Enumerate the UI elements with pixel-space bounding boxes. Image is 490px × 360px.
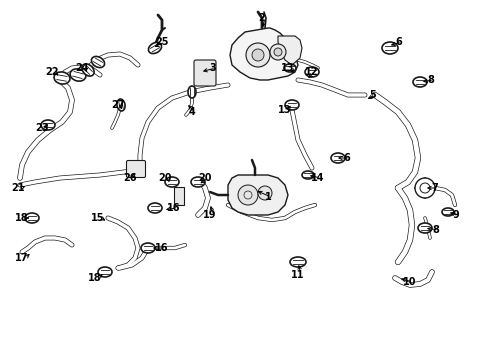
Circle shape bbox=[258, 186, 272, 200]
Ellipse shape bbox=[54, 72, 70, 84]
Text: 19: 19 bbox=[203, 210, 217, 220]
Ellipse shape bbox=[148, 42, 162, 54]
FancyBboxPatch shape bbox=[194, 60, 216, 86]
Text: 23: 23 bbox=[35, 123, 49, 133]
Ellipse shape bbox=[82, 64, 94, 76]
Ellipse shape bbox=[165, 177, 179, 187]
Circle shape bbox=[238, 185, 258, 205]
Ellipse shape bbox=[141, 243, 155, 253]
Ellipse shape bbox=[413, 77, 427, 87]
Text: 17: 17 bbox=[15, 253, 29, 263]
Ellipse shape bbox=[284, 64, 296, 72]
Ellipse shape bbox=[25, 213, 39, 223]
FancyBboxPatch shape bbox=[174, 187, 184, 205]
Text: 16: 16 bbox=[155, 243, 169, 253]
Text: 20: 20 bbox=[158, 173, 172, 183]
Text: 2: 2 bbox=[259, 13, 266, 23]
Ellipse shape bbox=[305, 67, 319, 77]
Text: 7: 7 bbox=[432, 183, 439, 193]
Ellipse shape bbox=[98, 267, 112, 277]
Text: 26: 26 bbox=[123, 173, 137, 183]
Polygon shape bbox=[228, 175, 288, 215]
Ellipse shape bbox=[442, 208, 454, 216]
Circle shape bbox=[274, 48, 282, 56]
Ellipse shape bbox=[117, 99, 125, 111]
Ellipse shape bbox=[148, 203, 162, 213]
Ellipse shape bbox=[302, 171, 314, 179]
Text: 6: 6 bbox=[395, 37, 402, 47]
Ellipse shape bbox=[188, 86, 196, 98]
Text: 1: 1 bbox=[265, 192, 271, 202]
Ellipse shape bbox=[331, 153, 345, 163]
Text: 4: 4 bbox=[189, 107, 196, 117]
Text: 10: 10 bbox=[403, 277, 417, 287]
Text: 5: 5 bbox=[369, 90, 376, 100]
Polygon shape bbox=[278, 36, 302, 65]
Circle shape bbox=[415, 178, 435, 198]
Text: 25: 25 bbox=[155, 37, 169, 47]
Text: 3: 3 bbox=[210, 63, 217, 73]
Circle shape bbox=[252, 49, 264, 61]
Text: 18: 18 bbox=[15, 213, 29, 223]
Circle shape bbox=[246, 43, 270, 67]
Text: 11: 11 bbox=[291, 270, 305, 280]
Text: 8: 8 bbox=[428, 75, 435, 85]
Text: 24: 24 bbox=[75, 63, 89, 73]
Text: 15: 15 bbox=[91, 213, 105, 223]
Ellipse shape bbox=[70, 69, 86, 81]
Polygon shape bbox=[230, 28, 298, 80]
Text: 13: 13 bbox=[278, 105, 292, 115]
Ellipse shape bbox=[191, 177, 205, 187]
Text: 21: 21 bbox=[11, 183, 25, 193]
Ellipse shape bbox=[285, 100, 299, 110]
Circle shape bbox=[270, 44, 286, 60]
Ellipse shape bbox=[382, 42, 398, 54]
Text: 22: 22 bbox=[45, 67, 59, 77]
Text: 8: 8 bbox=[433, 225, 440, 235]
Text: 20: 20 bbox=[198, 173, 212, 183]
Text: 12: 12 bbox=[305, 67, 319, 77]
Ellipse shape bbox=[290, 257, 306, 267]
Text: 9: 9 bbox=[453, 210, 460, 220]
FancyBboxPatch shape bbox=[126, 161, 146, 177]
Ellipse shape bbox=[418, 223, 432, 233]
Ellipse shape bbox=[92, 57, 104, 68]
Text: 16: 16 bbox=[167, 203, 181, 213]
Text: 18: 18 bbox=[88, 273, 102, 283]
Text: 6: 6 bbox=[343, 153, 350, 163]
Ellipse shape bbox=[41, 120, 55, 130]
Text: 13: 13 bbox=[281, 63, 295, 73]
Text: 14: 14 bbox=[311, 173, 325, 183]
Text: 27: 27 bbox=[111, 100, 125, 110]
